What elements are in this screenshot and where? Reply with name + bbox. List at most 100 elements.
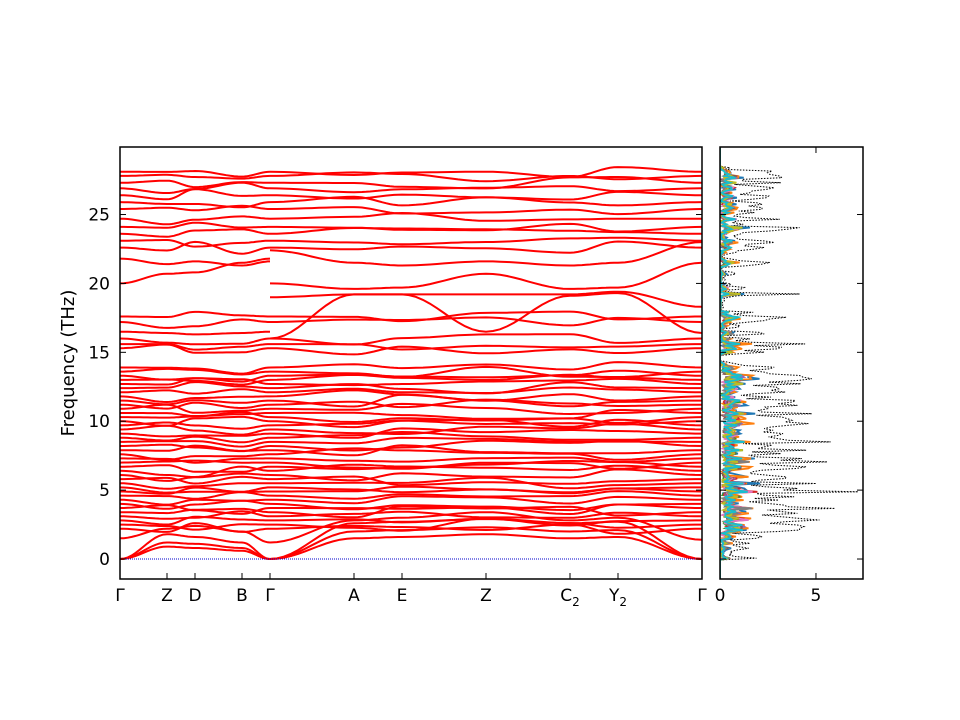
band-line xyxy=(120,421,270,430)
k-tick-label: E xyxy=(397,586,408,606)
band-line xyxy=(270,503,702,516)
band-line xyxy=(120,169,271,178)
band-line xyxy=(120,432,271,438)
band-line xyxy=(120,381,270,390)
band-line xyxy=(120,221,270,229)
y-tick-label: 15 xyxy=(88,343,110,363)
band-line xyxy=(269,345,702,356)
band-line xyxy=(120,522,271,533)
k-tick-label: Γ xyxy=(115,586,125,606)
k-tick-label: Γ xyxy=(265,586,275,606)
band-line xyxy=(270,240,702,254)
k-tick-label: B xyxy=(236,586,248,606)
y-axis-label: Frequency (THz) xyxy=(58,290,79,437)
band-line xyxy=(120,366,271,375)
band-line xyxy=(270,485,702,495)
band-line xyxy=(120,403,271,414)
k-tick-label: Z xyxy=(480,586,492,606)
k-tick-label: Z xyxy=(161,586,173,606)
band-line xyxy=(120,541,271,560)
band-line xyxy=(120,515,270,526)
band-line xyxy=(120,533,271,560)
band-line xyxy=(269,166,702,179)
band-line xyxy=(120,457,270,464)
band-line xyxy=(269,195,702,207)
band-line xyxy=(270,310,702,323)
band-line xyxy=(269,468,702,482)
band-line xyxy=(120,475,270,485)
band-line xyxy=(270,206,702,216)
band-line xyxy=(269,373,702,381)
band-line xyxy=(120,499,271,510)
band-line xyxy=(120,523,270,531)
k-tick-label: C2 xyxy=(560,586,580,609)
band-line xyxy=(120,228,271,238)
band-line xyxy=(270,475,702,487)
band-line xyxy=(270,176,702,190)
dos-x-tick-label: 5 xyxy=(811,586,822,606)
band-line xyxy=(120,411,271,419)
band-line xyxy=(270,402,702,416)
band-line xyxy=(270,422,702,435)
band-line xyxy=(269,292,702,340)
band-line xyxy=(269,211,702,222)
band-line xyxy=(120,343,270,351)
band-line xyxy=(270,460,702,471)
band-line xyxy=(120,424,271,436)
band-line xyxy=(120,377,271,386)
band-line xyxy=(270,316,702,327)
band-line xyxy=(120,310,270,318)
band-line xyxy=(120,440,271,448)
band-line xyxy=(120,318,270,329)
band-line xyxy=(269,439,702,452)
y-tick-label: 20 xyxy=(88,274,110,294)
dos-lines xyxy=(720,147,859,579)
band-line xyxy=(120,464,271,473)
band-line xyxy=(270,523,702,535)
y-tick-label: 25 xyxy=(88,206,110,226)
band-line xyxy=(120,486,270,495)
y-tick-label: 10 xyxy=(88,412,110,432)
band-line xyxy=(120,179,270,189)
k-tick-label: A xyxy=(348,586,360,606)
band-line xyxy=(120,491,270,500)
dos-x-tick-label: 0 xyxy=(715,586,726,606)
band-line xyxy=(120,257,270,267)
dos-plot-frame xyxy=(719,146,864,580)
k-tick-label: Γ xyxy=(697,586,707,606)
band-line xyxy=(269,526,702,560)
band-line xyxy=(120,415,271,427)
band-line xyxy=(269,511,702,544)
partial-dos-line xyxy=(720,147,748,579)
band-line xyxy=(120,545,271,560)
k-tick-label: Y2 xyxy=(608,586,627,609)
band-line xyxy=(120,215,271,226)
band-line xyxy=(120,330,270,336)
band-line xyxy=(269,505,702,519)
band-line xyxy=(269,333,702,346)
band-line xyxy=(120,486,270,494)
band-line xyxy=(120,472,271,482)
band-line xyxy=(120,395,270,404)
band-line xyxy=(269,533,702,560)
band-line xyxy=(120,388,271,395)
band-line xyxy=(270,476,702,490)
band-line xyxy=(270,171,702,183)
band-line xyxy=(120,459,270,464)
band-line xyxy=(120,173,271,180)
k-tick-label: D xyxy=(188,586,201,606)
band-line xyxy=(120,367,271,376)
band-line xyxy=(269,227,702,235)
band-line xyxy=(269,418,702,428)
band-line xyxy=(270,495,702,505)
band-line xyxy=(120,401,270,410)
band-line xyxy=(120,188,270,201)
band-lines xyxy=(120,166,702,560)
band-plot-frame xyxy=(119,146,703,580)
band-line xyxy=(270,409,702,420)
band-line xyxy=(120,257,271,285)
band-line xyxy=(120,378,271,386)
band-line xyxy=(269,398,702,409)
band-line xyxy=(270,517,702,532)
band-line xyxy=(120,507,271,515)
